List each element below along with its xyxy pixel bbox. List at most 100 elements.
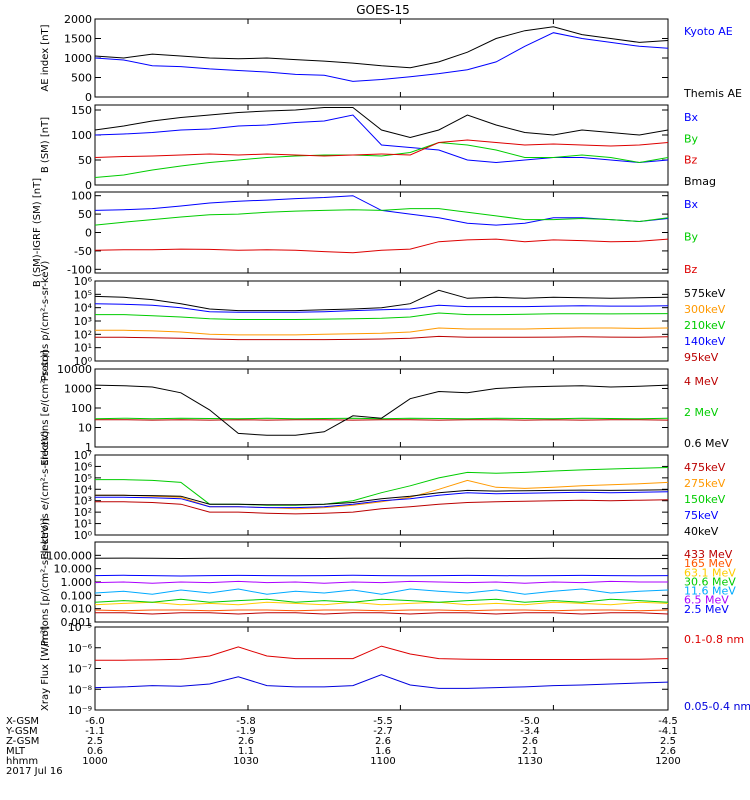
y-tick-label: 10⁻⁸ xyxy=(68,683,93,696)
y-tick-label: 50 xyxy=(78,154,92,167)
y-tick-label: 100 xyxy=(71,402,92,415)
y-tick-label: 10² xyxy=(74,506,92,519)
y-tick-label: 10.000 xyxy=(54,563,93,576)
series-line-2-5-mev xyxy=(94,574,669,577)
y-tick-label: 1000 xyxy=(64,52,92,65)
footer-value: -5.8 xyxy=(236,716,256,727)
footer-value: -4.1 xyxy=(658,726,678,737)
legend-label-themis-ae: Themis AE xyxy=(683,87,742,100)
footer-value: 1130 xyxy=(517,756,542,767)
y-tick-label: 10⁻⁶ xyxy=(68,642,93,655)
y-tick-label: 0 xyxy=(85,227,92,240)
y-tick-label: 0 xyxy=(85,91,92,104)
footer-value: -1.9 xyxy=(236,726,256,737)
panel-frame xyxy=(94,191,669,274)
y-tick-label: 1500 xyxy=(64,33,92,46)
legend-label-0-1-0-8-nm: 0.1-0.8 nm xyxy=(684,633,744,646)
series-line-by xyxy=(94,141,669,178)
series-line-63-1-mev xyxy=(94,601,669,606)
footer-value: -4.5 xyxy=(658,716,678,727)
y-tick-label: 100 xyxy=(71,190,92,203)
y-axis-label: AE index [nT] xyxy=(40,24,51,91)
series-line-series-8 xyxy=(94,557,669,560)
series-line-themis-ae xyxy=(94,26,669,69)
y-tick-label: 10¹ xyxy=(74,342,92,355)
legend-label-95kev: 95keV xyxy=(684,351,719,364)
footer-value: 1.1 xyxy=(238,746,254,757)
footer-value: 1000 xyxy=(82,756,107,767)
series-line-0-1-0-8-nm xyxy=(95,645,669,661)
legend-label-2-5-mev: 2.5 MeV xyxy=(684,603,729,616)
panel-1: 0 500 1000 1500 2000 AE index [nT] Kyoto AE The… xyxy=(40,13,742,104)
legend-label-40kev: 40keV xyxy=(684,525,719,538)
series-line-2-mev xyxy=(94,417,669,420)
y-tick-label: 0.100 xyxy=(61,589,93,602)
legend-label-11-6-mev: 11.6 MeV xyxy=(684,585,736,598)
y-tick-label: 100.000 xyxy=(47,549,93,562)
legend-label-by: By xyxy=(684,132,699,145)
legend-label-kyoto-ae: Kyoto AE xyxy=(684,25,733,38)
series-line-475kev xyxy=(95,499,669,515)
series-line-0-6-mev xyxy=(94,384,669,436)
y-tick-label: 0.001 xyxy=(61,616,93,629)
y-tick-label: 10² xyxy=(74,328,92,341)
y-axis-label: Electrons [e/(cm²-s-sr)] xyxy=(40,350,51,466)
footer-value: 2.1 xyxy=(522,746,538,757)
y-tick-label: 10⁵ xyxy=(74,472,92,485)
series-line-bx xyxy=(94,114,669,164)
panel-frame xyxy=(94,280,669,362)
legend-label-bz: Bz xyxy=(684,154,698,167)
series-line-6-5-mev xyxy=(94,580,668,584)
series-line-30-6-mev xyxy=(94,598,669,603)
series-line-kyoto-ae xyxy=(94,32,669,82)
panel-5: 1 10 100 1000 10000 Electrons [e/(cm²-s-sr)] 4… xyxy=(40,350,729,466)
legend-label-433-mev: 433 MeV xyxy=(684,548,733,561)
y-tick-label: 150 xyxy=(71,104,92,117)
footer-value: 1030 xyxy=(233,756,258,767)
series-line-bz xyxy=(94,238,669,254)
y-tick-label: 2000 xyxy=(64,13,92,26)
footer-date: 2017 Jul 16 xyxy=(6,766,63,777)
legend-label-by: By xyxy=(684,231,699,244)
legend-label-6-5-mev: 6.5 MeV xyxy=(684,594,729,607)
y-tick-label: 1 xyxy=(85,441,92,454)
y-tick-label: 1000 xyxy=(64,383,92,396)
footer-value: 2.6 xyxy=(660,746,676,757)
footer-value: -2.7 xyxy=(373,726,393,737)
panel-frame xyxy=(94,104,669,186)
panel-frame xyxy=(94,18,669,98)
footer-value: 1100 xyxy=(370,756,395,767)
legend-label-0-6-mev: 0.6 MeV xyxy=(684,437,729,450)
y-tick-label: 0.010 xyxy=(61,603,93,616)
legend-label-63-1-mev: 63.1 MeV xyxy=(684,566,736,579)
footer-row-label-z-gsm: Z-GSM xyxy=(6,736,39,747)
footer-value: -5.0 xyxy=(520,716,540,727)
legend-label-150kev: 150keV xyxy=(684,493,726,506)
y-tick-label: -100 xyxy=(67,263,92,276)
y-tick-label: 10⁵ xyxy=(74,288,92,301)
footer-value: -5.5 xyxy=(373,716,393,727)
y-tick-label: 50 xyxy=(78,208,92,221)
legend-label-140kev: 140keV xyxy=(684,335,726,348)
legend-label-bmag: Bmag xyxy=(684,175,716,188)
footer-value: 2.5 xyxy=(87,736,103,747)
y-tick-label: 10⁶ xyxy=(74,460,93,473)
legend-label-bx: Bx xyxy=(684,111,699,124)
panel-3: -100 -50 0 50 100 B (SM)-IGRF (SM) [nT] Bx By Bz xyxy=(32,178,699,287)
series-line-300kev xyxy=(95,327,669,336)
legend-label-275kev: 275keV xyxy=(684,477,726,490)
y-tick-label: 10 xyxy=(78,422,92,435)
panel-2: 0 50 100 150 B (SM) [nT] Bx By Bz Bmag xyxy=(40,104,716,192)
y-tick-label: 10¹ xyxy=(74,518,92,531)
y-tick-label: 100 xyxy=(71,129,92,142)
y-axis-label: B (SM)-IGRF (SM) [nT] xyxy=(32,178,43,287)
footer-row-label-x-gsm: X-GSM xyxy=(6,716,39,727)
y-tick-label: 10⁴ xyxy=(74,302,93,315)
y-axis-label: B (SM) [nT] xyxy=(40,117,51,173)
series-line-433-mev xyxy=(95,612,669,615)
legend-label-75kev: 75keV xyxy=(684,509,719,522)
panel-8: 10⁻⁹ 10⁻⁸ 10⁻⁷ 10⁻⁶ 10⁻⁵ Xray Flux [W/m²] 0.1-… xyxy=(40,621,750,717)
